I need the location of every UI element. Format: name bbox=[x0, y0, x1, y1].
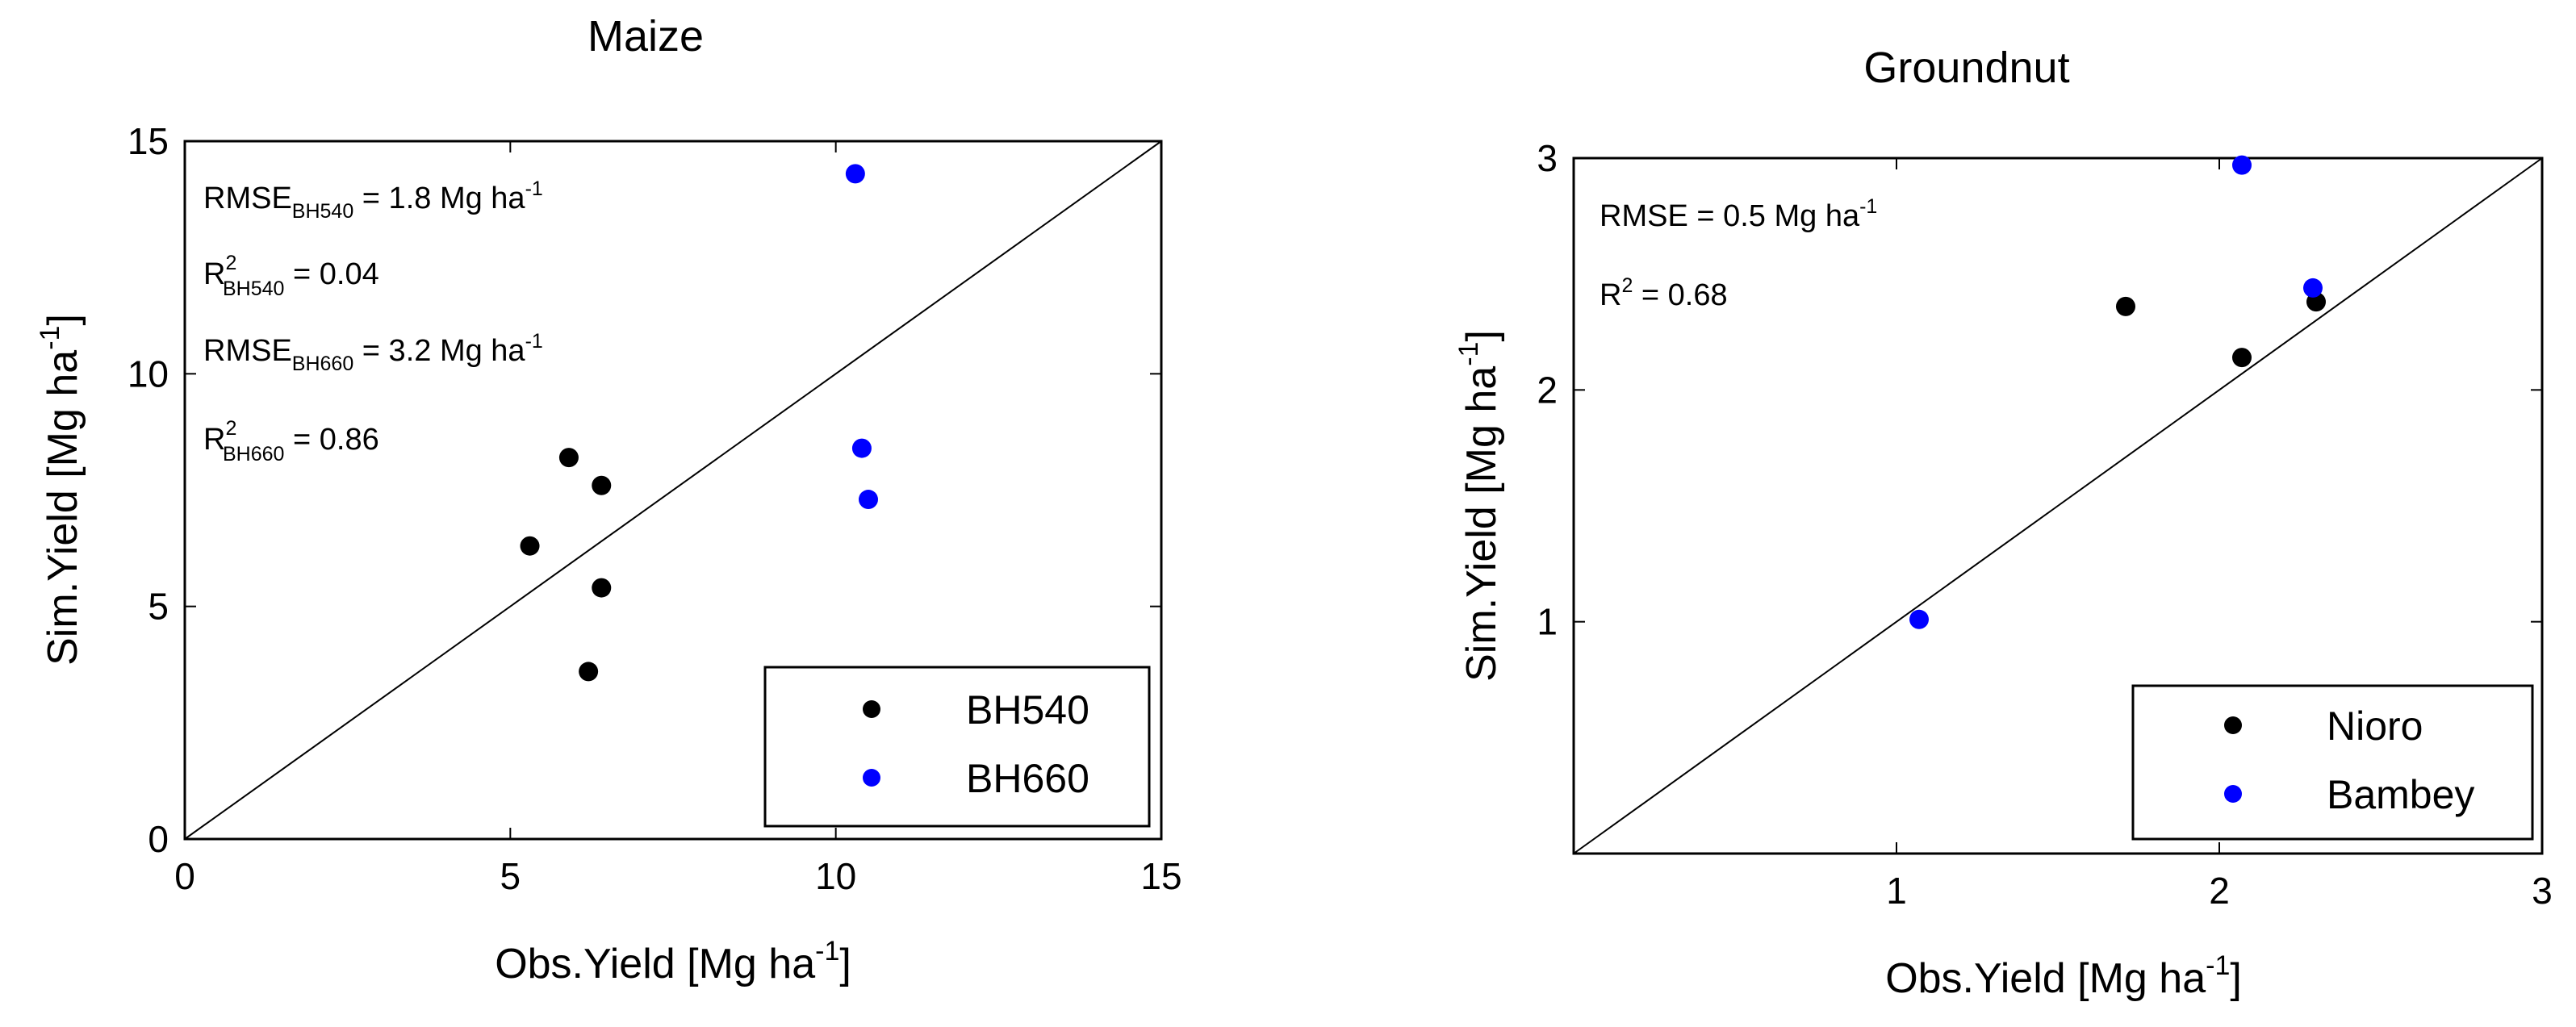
legend-label-bh540: BH540 bbox=[966, 687, 1089, 733]
y-tick-label: 15 bbox=[128, 120, 169, 162]
legend: BH540 BH660 bbox=[763, 666, 1151, 828]
x-tick-label: 3 bbox=[2532, 870, 2553, 912]
rmse-bh540-annotation: RMSEBH540 = 1.8 Mg ha-1 bbox=[203, 177, 543, 223]
y-tick-label: 0 bbox=[148, 818, 169, 860]
data-point-nioro bbox=[2116, 296, 2135, 316]
x-tick-label: 10 bbox=[815, 855, 856, 897]
data-point-bh540 bbox=[520, 536, 540, 556]
legend-box bbox=[763, 666, 1151, 828]
data-point-bh660 bbox=[845, 164, 865, 184]
svg-text:Sim.Yield [Mg ha-1]: Sim.Yield [Mg ha-1] bbox=[35, 314, 86, 666]
legend-label-nioro: Nioro bbox=[2327, 703, 2423, 749]
legend-marker-bh540 bbox=[863, 700, 880, 718]
data-point-bh660 bbox=[851, 438, 872, 458]
x-tick-label: 5 bbox=[500, 855, 521, 897]
svg-text:Obs.Yield [Mg ha-1]: Obs.Yield [Mg ha-1] bbox=[1885, 950, 2242, 1002]
rmse-bh660-annotation: RMSEBH660 = 3.2 Mg ha-1 bbox=[203, 330, 543, 375]
x-axis-label: Obs.Yield [Mg ha-1] bbox=[1885, 950, 2242, 1002]
chart-title: Groundnut bbox=[1863, 44, 2069, 92]
x-tick-label: 15 bbox=[1140, 855, 1181, 897]
legend-label-bh660: BH660 bbox=[966, 756, 1089, 801]
stats-annotations: RMSE = 0.5 Mg ha-1 R2 = 0.68 bbox=[1600, 195, 1877, 312]
data-point-bambey bbox=[2303, 278, 2323, 298]
x-tick-label: 0 bbox=[174, 855, 195, 897]
chart-title: Maize bbox=[588, 12, 704, 61]
x-tick-label: 1 bbox=[1886, 870, 1907, 912]
data-point-bambey bbox=[2232, 155, 2252, 175]
legend-marker-bh660 bbox=[863, 769, 880, 787]
data-point-nioro bbox=[2232, 348, 2252, 368]
data-point-bh540 bbox=[592, 578, 612, 598]
data-point-bh660 bbox=[859, 490, 878, 510]
stats-annotations: RMSEBH540 = 1.8 Mg ha-1 R2 BH540 = 0.04 R… bbox=[203, 177, 543, 465]
data-point-bh540 bbox=[579, 662, 599, 682]
legend-box bbox=[2131, 684, 2534, 841]
r2-bh540-annotation: R2 BH540 = 0.04 bbox=[203, 252, 379, 300]
data-point-bh540 bbox=[558, 448, 579, 468]
legend-label-bambey: Bambey bbox=[2327, 772, 2474, 817]
scatter-points bbox=[1909, 155, 2326, 629]
one-to-one-line bbox=[184, 140, 1162, 840]
legend: Nioro Bambey bbox=[2131, 684, 2534, 841]
rmse-annotation: RMSE = 0.5 Mg ha-1 bbox=[1600, 195, 1877, 233]
axis-ticks: 1 2 3 1 2 3 bbox=[1537, 137, 2552, 912]
x-axis-label: Obs.Yield [Mg ha-1] bbox=[495, 936, 851, 987]
groundnut-chart: Groundnut 1 2 3 1 2 3 Obs.Yield [Mg ha-1] Sim… bbox=[1453, 44, 2553, 1002]
one-to-one-line bbox=[1573, 157, 2543, 854]
maize-chart: Maize 0 5 10 15 0 5 10 15 Obs.Yield [Mg ha-1] S… bbox=[35, 12, 1182, 987]
scatter-points bbox=[520, 164, 878, 682]
r2-bh660-annotation: R2 BH660 = 0.86 bbox=[203, 417, 379, 465]
legend-marker-bambey bbox=[2224, 785, 2242, 803]
y-tick-label: 5 bbox=[148, 586, 169, 628]
x-tick-label: 2 bbox=[2209, 870, 2230, 912]
y-axis-label: Sim.Yield [Mg ha-1] bbox=[1453, 330, 1505, 682]
y-tick-label: 2 bbox=[1537, 369, 1558, 411]
axis-ticks: 0 5 10 15 0 5 10 15 bbox=[128, 120, 1182, 897]
data-point-bambey bbox=[1909, 609, 1929, 629]
y-tick-label: 1 bbox=[1537, 601, 1558, 643]
y-tick-label: 10 bbox=[128, 353, 169, 395]
svg-text:Obs.Yield [Mg ha-1]: Obs.Yield [Mg ha-1] bbox=[495, 936, 851, 987]
y-tick-label: 3 bbox=[1537, 137, 1558, 179]
legend-marker-nioro bbox=[2224, 716, 2242, 734]
svg-text:Sim.Yield [Mg ha-1]: Sim.Yield [Mg ha-1] bbox=[1453, 330, 1505, 682]
y-axis-label: Sim.Yield [Mg ha-1] bbox=[35, 314, 86, 666]
data-point-bh540 bbox=[592, 475, 612, 495]
r2-annotation: R2 = 0.68 bbox=[1600, 274, 1728, 312]
